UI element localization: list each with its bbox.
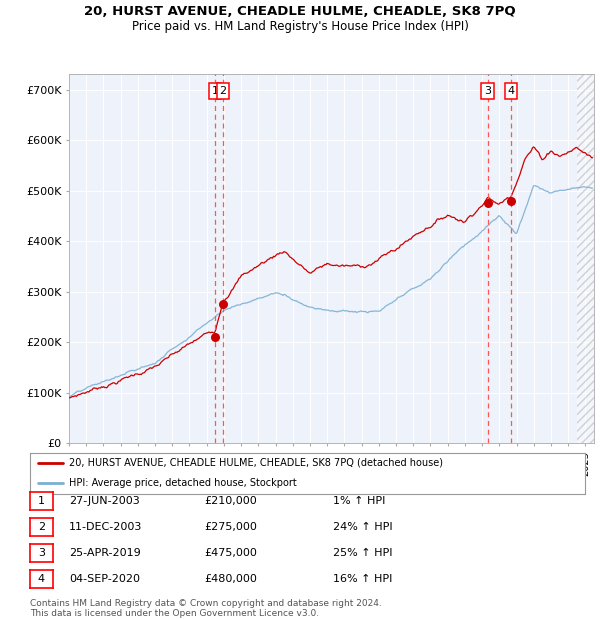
Text: 3: 3 xyxy=(38,548,45,558)
Text: 3: 3 xyxy=(484,86,491,96)
Text: HPI: Average price, detached house, Stockport: HPI: Average price, detached house, Stoc… xyxy=(69,477,296,487)
Text: £475,000: £475,000 xyxy=(204,548,257,558)
Text: 4: 4 xyxy=(508,86,515,96)
Text: 11-DEC-2003: 11-DEC-2003 xyxy=(69,522,142,532)
Bar xyxy=(577,74,594,443)
Text: 1: 1 xyxy=(38,496,45,506)
Text: Contains HM Land Registry data © Crown copyright and database right 2024.
This d: Contains HM Land Registry data © Crown c… xyxy=(30,599,382,618)
Text: 2: 2 xyxy=(38,522,45,532)
Text: Price paid vs. HM Land Registry's House Price Index (HPI): Price paid vs. HM Land Registry's House … xyxy=(131,20,469,33)
Text: £210,000: £210,000 xyxy=(204,496,257,506)
Text: 1% ↑ HPI: 1% ↑ HPI xyxy=(333,496,385,506)
Text: 16% ↑ HPI: 16% ↑ HPI xyxy=(333,574,392,584)
Text: £275,000: £275,000 xyxy=(204,522,257,532)
Text: 25% ↑ HPI: 25% ↑ HPI xyxy=(333,548,392,558)
Text: 20, HURST AVENUE, CHEADLE HULME, CHEADLE, SK8 7PQ (detached house): 20, HURST AVENUE, CHEADLE HULME, CHEADLE… xyxy=(69,458,443,467)
Text: 20, HURST AVENUE, CHEADLE HULME, CHEADLE, SK8 7PQ: 20, HURST AVENUE, CHEADLE HULME, CHEADLE… xyxy=(84,5,516,18)
Text: 25-APR-2019: 25-APR-2019 xyxy=(69,548,141,558)
Text: 27-JUN-2003: 27-JUN-2003 xyxy=(69,496,140,506)
Text: 2: 2 xyxy=(220,86,227,96)
Text: 1: 1 xyxy=(212,86,218,96)
Text: 04-SEP-2020: 04-SEP-2020 xyxy=(69,574,140,584)
Bar xyxy=(577,74,594,443)
Text: 24% ↑ HPI: 24% ↑ HPI xyxy=(333,522,392,532)
Text: £480,000: £480,000 xyxy=(204,574,257,584)
Text: 4: 4 xyxy=(38,574,45,584)
